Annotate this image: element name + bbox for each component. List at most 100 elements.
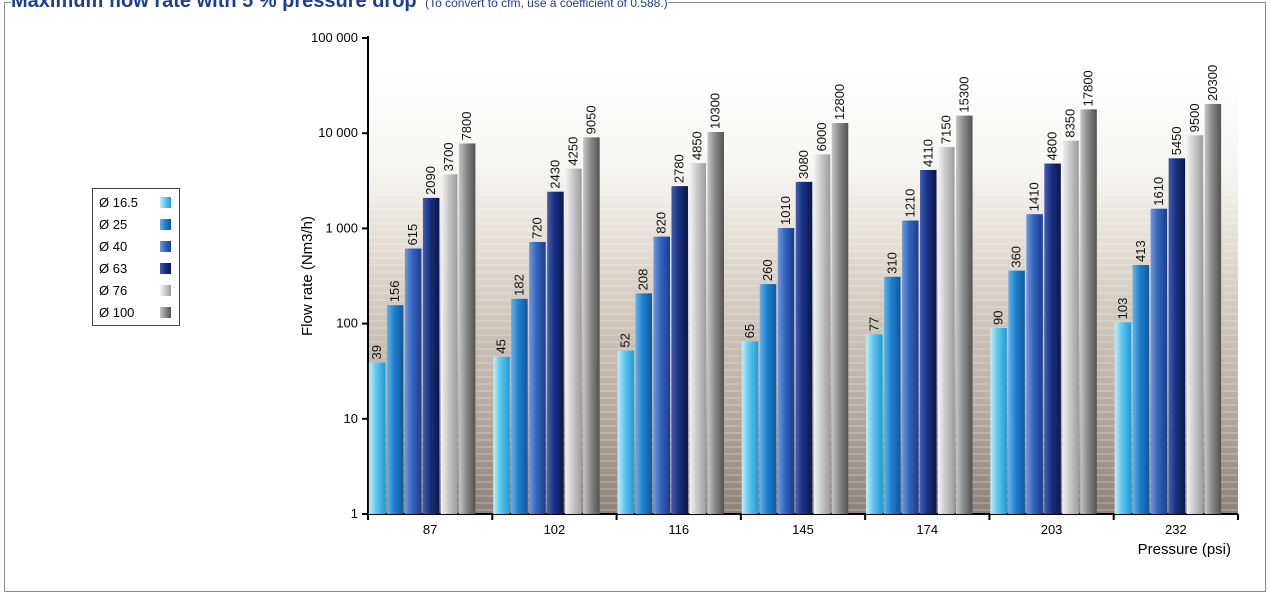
x-tick-label: 87 bbox=[423, 522, 437, 537]
data-label: 208 bbox=[636, 269, 651, 291]
data-label: 2090 bbox=[423, 166, 438, 195]
data-label: 15300 bbox=[956, 76, 971, 112]
legend-label: Ø 16.5 bbox=[99, 194, 139, 210]
bar bbox=[813, 154, 831, 514]
legend-item: Ø 40 bbox=[93, 235, 179, 257]
legend-swatch bbox=[160, 284, 171, 296]
data-label: 1410 bbox=[1027, 182, 1042, 211]
data-label: 615 bbox=[405, 224, 420, 246]
legend-label: Ø 40 bbox=[99, 238, 128, 254]
bar bbox=[902, 220, 919, 514]
bar bbox=[583, 137, 600, 514]
data-label: 8350 bbox=[1063, 109, 1078, 138]
data-label: 103 bbox=[1115, 298, 1130, 320]
bar bbox=[956, 115, 973, 515]
bar bbox=[1026, 214, 1043, 514]
legend-label: Ø 25 bbox=[99, 216, 128, 232]
data-label: 156 bbox=[387, 281, 402, 303]
bar bbox=[795, 181, 813, 515]
legend-item: Ø 63 bbox=[93, 257, 179, 279]
data-label: 20300 bbox=[1205, 65, 1220, 101]
bar bbox=[1114, 322, 1132, 514]
bar bbox=[920, 169, 937, 514]
bar bbox=[1186, 135, 1204, 514]
bar bbox=[368, 362, 386, 514]
bar bbox=[741, 341, 759, 514]
data-label: 413 bbox=[1133, 240, 1148, 262]
bar bbox=[617, 350, 634, 514]
x-axis-label: Pressure (psi) bbox=[1138, 541, 1231, 558]
legend-label: Ø 100 bbox=[99, 304, 135, 320]
bar bbox=[1062, 140, 1079, 514]
bar bbox=[458, 143, 476, 514]
y-tick-label: 10 000 bbox=[318, 125, 358, 140]
legend-swatch bbox=[160, 240, 171, 252]
legend-swatch bbox=[160, 218, 171, 230]
bar bbox=[386, 305, 404, 514]
bar bbox=[1044, 163, 1061, 514]
data-label: 2430 bbox=[547, 160, 562, 189]
data-label: 4850 bbox=[690, 131, 705, 160]
legend-swatch bbox=[160, 262, 171, 274]
data-label: 9500 bbox=[1187, 103, 1202, 132]
bar bbox=[671, 186, 688, 514]
data-label: 90 bbox=[991, 310, 1006, 324]
legend-item: Ø 76 bbox=[93, 279, 179, 301]
y-axis-label: Flow rate (Nm3/h) bbox=[299, 216, 316, 336]
bar bbox=[635, 293, 652, 514]
legend-swatch bbox=[160, 196, 171, 208]
bar bbox=[404, 248, 422, 514]
title-note: (To convert to cfm, use a coefficient of… bbox=[425, 0, 668, 10]
data-label: 7150 bbox=[938, 115, 953, 144]
bar bbox=[529, 241, 546, 515]
data-label: 720 bbox=[529, 217, 544, 239]
bar bbox=[1150, 208, 1168, 514]
y-tick-label: 100 000 bbox=[311, 30, 358, 45]
data-label: 9050 bbox=[583, 105, 598, 134]
bar bbox=[653, 236, 670, 514]
x-tick-label: 203 bbox=[1041, 522, 1063, 537]
title-main: Maximum flow rate with 5 % pressure drop bbox=[11, 0, 417, 12]
data-label: 12800 bbox=[832, 84, 847, 120]
data-label: 6000 bbox=[814, 122, 829, 151]
y-tick-label: 10 bbox=[344, 411, 358, 426]
data-label: 3700 bbox=[441, 142, 456, 171]
data-label: 4110 bbox=[920, 139, 935, 167]
data-label: 260 bbox=[760, 259, 775, 281]
bar bbox=[938, 147, 955, 514]
bar bbox=[440, 174, 458, 514]
data-label: 1210 bbox=[902, 189, 917, 218]
bar bbox=[1132, 264, 1150, 514]
bar bbox=[565, 168, 582, 514]
legend-label: Ø 76 bbox=[99, 282, 128, 298]
x-tick-label: 102 bbox=[544, 522, 566, 537]
y-tick-label: 1 000 bbox=[325, 220, 358, 235]
y-tick-label: 1 bbox=[351, 506, 358, 521]
bar bbox=[866, 334, 883, 514]
data-label: 5450 bbox=[1169, 126, 1184, 155]
legend-item: Ø 25 bbox=[93, 213, 179, 235]
data-label: 820 bbox=[654, 212, 669, 234]
bar bbox=[493, 356, 510, 514]
x-tick-label: 116 bbox=[668, 522, 689, 537]
bar bbox=[689, 163, 706, 515]
legend-item: Ø 16.5 bbox=[93, 191, 179, 213]
bar bbox=[759, 284, 777, 514]
bar bbox=[990, 327, 1007, 514]
data-label: 77 bbox=[866, 317, 881, 331]
bar bbox=[1080, 109, 1097, 514]
data-label: 10300 bbox=[708, 93, 723, 129]
chart-title: Maximum flow rate with 5 % pressure drop… bbox=[11, 0, 668, 13]
bar bbox=[1204, 103, 1222, 514]
data-label: 4800 bbox=[1045, 132, 1060, 161]
legend-item: Ø 100 bbox=[93, 301, 179, 323]
bar bbox=[707, 131, 724, 514]
bar bbox=[777, 227, 795, 515]
chart-frame: Maximum flow rate with 5 % pressure drop… bbox=[4, 0, 1266, 592]
legend-label: Ø 63 bbox=[99, 260, 128, 276]
data-label: 65 bbox=[742, 324, 757, 338]
bar bbox=[884, 276, 901, 514]
bar bbox=[422, 197, 440, 515]
data-label: 4250 bbox=[565, 137, 580, 166]
